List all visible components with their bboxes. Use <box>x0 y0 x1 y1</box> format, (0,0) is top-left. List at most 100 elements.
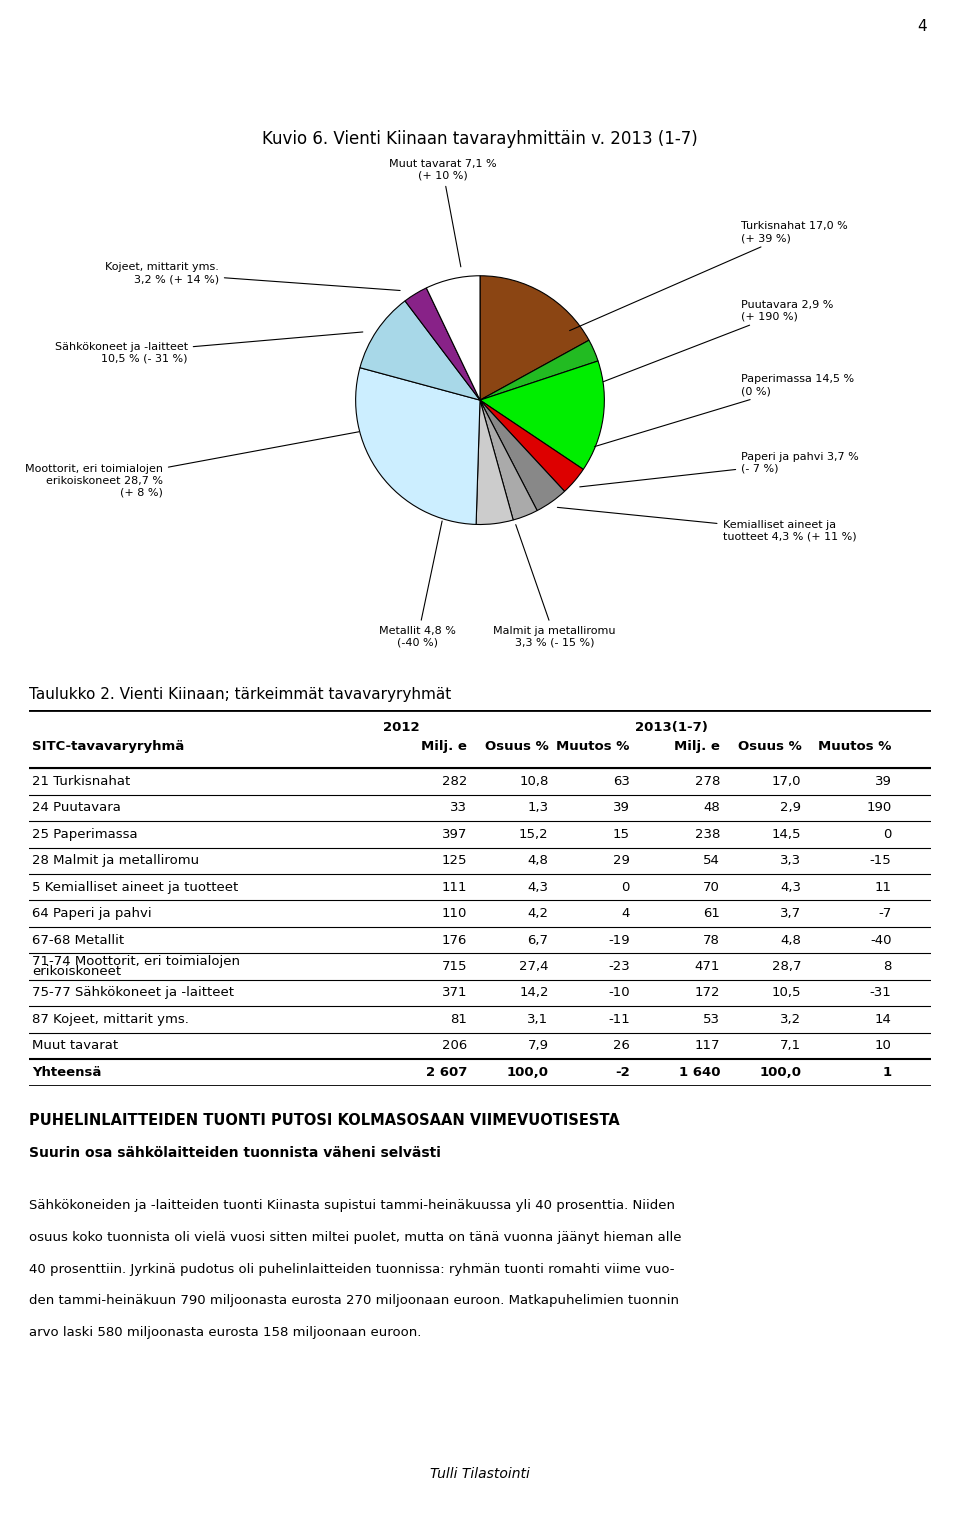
Text: Muutos %: Muutos % <box>818 740 892 752</box>
Text: Kemialliset aineet ja
tuotteet 4,3 % (+ 11 %): Kemialliset aineet ja tuotteet 4,3 % (+ … <box>558 507 856 542</box>
Text: -10: -10 <box>609 987 630 999</box>
Text: 6,7: 6,7 <box>528 934 548 946</box>
Text: Taulukko 2. Vienti Kiinaan; tärkeimmät tavavaryryhmät: Taulukko 2. Vienti Kiinaan; tärkeimmät t… <box>29 687 451 702</box>
Text: Tulli Tilastointi: Tulli Tilastointi <box>430 1467 530 1481</box>
Wedge shape <box>480 360 605 469</box>
Text: 87 Kojeet, mittarit yms.: 87 Kojeet, mittarit yms. <box>33 1013 189 1026</box>
Text: 4: 4 <box>621 907 630 921</box>
Text: 24 Puutavara: 24 Puutavara <box>33 801 121 815</box>
Text: Milj. e: Milj. e <box>674 740 720 752</box>
Text: 471: 471 <box>695 960 720 974</box>
Text: 110: 110 <box>442 907 468 921</box>
Text: 7,1: 7,1 <box>780 1040 802 1052</box>
Text: 206: 206 <box>443 1040 468 1052</box>
Text: 71-74 Moottorit, eri toimialojen: 71-74 Moottorit, eri toimialojen <box>33 955 240 967</box>
Text: Kojeet, mittarit yms.
3,2 % (+ 14 %): Kojeet, mittarit yms. 3,2 % (+ 14 %) <box>105 262 400 291</box>
Text: 10,5: 10,5 <box>772 987 802 999</box>
Text: 176: 176 <box>442 934 468 946</box>
Text: 100,0: 100,0 <box>759 1066 802 1079</box>
Text: 11: 11 <box>875 881 892 893</box>
Text: 117: 117 <box>694 1040 720 1052</box>
Text: 100,0: 100,0 <box>507 1066 548 1079</box>
Text: 10: 10 <box>875 1040 892 1052</box>
Wedge shape <box>480 400 564 510</box>
Wedge shape <box>405 288 480 400</box>
Text: Paperimassa 14,5 %
(0 %): Paperimassa 14,5 % (0 %) <box>594 374 854 447</box>
Text: -11: -11 <box>608 1013 630 1026</box>
Text: 0: 0 <box>883 828 892 840</box>
Text: Turkisnahat 17,0 %
(+ 39 %): Turkisnahat 17,0 % (+ 39 %) <box>569 221 848 330</box>
Text: 1,3: 1,3 <box>527 801 548 815</box>
Text: 2013(1-7): 2013(1-7) <box>636 721 708 734</box>
Text: 0: 0 <box>621 881 630 893</box>
Text: 15,2: 15,2 <box>519 828 548 840</box>
Text: 238: 238 <box>695 828 720 840</box>
Text: 278: 278 <box>695 775 720 787</box>
Text: Milj. e: Milj. e <box>421 740 468 752</box>
Text: 4,3: 4,3 <box>528 881 548 893</box>
Text: 5 Kemialliset aineet ja tuotteet: 5 Kemialliset aineet ja tuotteet <box>33 881 239 893</box>
Text: 371: 371 <box>442 987 468 999</box>
Text: Sähkökoneet ja -laitteet
10,5 % (- 31 %): Sähkökoneet ja -laitteet 10,5 % (- 31 %) <box>55 332 363 363</box>
Text: 111: 111 <box>442 881 468 893</box>
Text: arvo laski 580 miljoonasta eurosta 158 miljoonaan euroon.: arvo laski 580 miljoonasta eurosta 158 m… <box>29 1326 421 1340</box>
Text: Malmit ja metalliromu
3,3 % (- 15 %): Malmit ja metalliromu 3,3 % (- 15 %) <box>493 525 616 646</box>
Text: -31: -31 <box>870 987 892 999</box>
Text: SITC-tavavaryryhmä: SITC-tavavaryryhmä <box>33 740 184 752</box>
Text: 40 prosenttiin. Jyrkinä pudotus oli puhelinlaitteiden tuonnissa: ryhmän tuonti r: 40 prosenttiin. Jyrkinä pudotus oli puhe… <box>29 1263 674 1276</box>
Text: osuus koko tuonnista oli vielä vuosi sitten miltei puolet, mutta on tänä vuonna : osuus koko tuonnista oli vielä vuosi sit… <box>29 1231 682 1245</box>
Wedge shape <box>480 276 589 400</box>
Text: 2012: 2012 <box>382 721 420 734</box>
Text: 4,2: 4,2 <box>528 907 548 921</box>
Text: 282: 282 <box>442 775 468 787</box>
Text: 3,7: 3,7 <box>780 907 802 921</box>
Text: 39: 39 <box>612 801 630 815</box>
Wedge shape <box>355 368 480 524</box>
Text: Puutavara 2,9 %
(+ 190 %): Puutavara 2,9 % (+ 190 %) <box>603 300 833 382</box>
Text: 1 640: 1 640 <box>679 1066 720 1079</box>
Text: 397: 397 <box>442 828 468 840</box>
Text: Osuus %: Osuus % <box>485 740 548 752</box>
Text: 8: 8 <box>883 960 892 974</box>
Text: 28 Malmit ja metalliromu: 28 Malmit ja metalliromu <box>33 854 200 868</box>
Text: 26: 26 <box>612 1040 630 1052</box>
Text: 125: 125 <box>442 854 468 868</box>
Text: 63: 63 <box>612 775 630 787</box>
Text: -2: -2 <box>615 1066 630 1079</box>
Text: 70: 70 <box>703 881 720 893</box>
Text: 14,5: 14,5 <box>772 828 802 840</box>
Text: Kuvio 6. Vienti Kiinaan tavarayhmittäin v. 2013 (1-7): Kuvio 6. Vienti Kiinaan tavarayhmittäin … <box>262 130 698 148</box>
Text: 10,8: 10,8 <box>519 775 548 787</box>
Wedge shape <box>360 301 480 400</box>
Text: 14: 14 <box>875 1013 892 1026</box>
Text: Moottorit, eri toimialojen
erikoiskoneet 28,7 %
(+ 8 %): Moottorit, eri toimialojen erikoiskoneet… <box>25 431 359 498</box>
Text: PUHELINLAITTEIDEN TUONTI PUTOSI KOLMASOSAAN VIIMEVUOTISESTA: PUHELINLAITTEIDEN TUONTI PUTOSI KOLMASOS… <box>29 1113 619 1128</box>
Text: 29: 29 <box>612 854 630 868</box>
Text: Osuus %: Osuus % <box>737 740 802 752</box>
Text: 54: 54 <box>703 854 720 868</box>
Text: -40: -40 <box>870 934 892 946</box>
Text: -19: -19 <box>609 934 630 946</box>
Text: Muutos %: Muutos % <box>557 740 630 752</box>
Text: 78: 78 <box>703 934 720 946</box>
Text: erikoiskoneet: erikoiskoneet <box>33 966 122 978</box>
Wedge shape <box>476 400 514 524</box>
Text: Paperi ja pahvi 3,7 %
(- 7 %): Paperi ja pahvi 3,7 % (- 7 %) <box>580 451 859 488</box>
Text: 64 Paperi ja pahvi: 64 Paperi ja pahvi <box>33 907 152 921</box>
Text: 4,3: 4,3 <box>780 881 802 893</box>
Text: 33: 33 <box>450 801 468 815</box>
Text: Metallit 4,8 %
(-40 %): Metallit 4,8 % (-40 %) <box>379 521 456 646</box>
Text: 2,9: 2,9 <box>780 801 802 815</box>
Text: 17,0: 17,0 <box>772 775 802 787</box>
Text: 15: 15 <box>612 828 630 840</box>
Text: Sähkökoneiden ja -laitteiden tuonti Kiinasta supistui tammi-heinäkuussa yli 40 p: Sähkökoneiden ja -laitteiden tuonti Kiin… <box>29 1199 675 1213</box>
Text: 21 Turkisnahat: 21 Turkisnahat <box>33 775 131 787</box>
Text: 7,9: 7,9 <box>528 1040 548 1052</box>
Text: 39: 39 <box>875 775 892 787</box>
Text: 3,3: 3,3 <box>780 854 802 868</box>
Wedge shape <box>480 341 598 400</box>
Text: den tammi-heinäkuun 790 miljoonasta eurosta 270 miljoonaan euroon. Matkapuhelimi: den tammi-heinäkuun 790 miljoonasta euro… <box>29 1294 679 1308</box>
Text: 1: 1 <box>882 1066 892 1079</box>
Text: 715: 715 <box>442 960 468 974</box>
Text: 190: 190 <box>866 801 892 815</box>
